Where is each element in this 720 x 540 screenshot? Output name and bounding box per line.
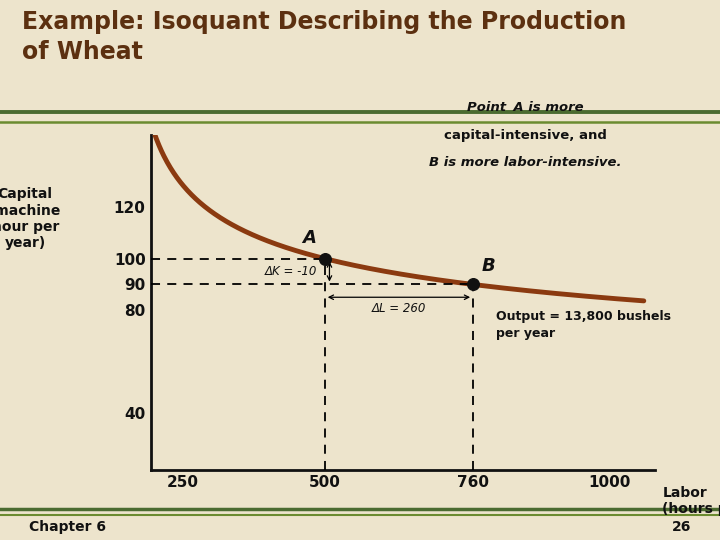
Text: 26: 26 <box>672 519 691 534</box>
Text: ΔL = 260: ΔL = 260 <box>372 302 426 315</box>
Text: A: A <box>302 229 316 247</box>
Text: ΔK = -10: ΔK = -10 <box>265 265 318 278</box>
Text: Labor
(hours per year): Labor (hours per year) <box>662 486 720 516</box>
Point <box>467 280 479 289</box>
Text: Example: Isoquant Describing the Production
of Wheat: Example: Isoquant Describing the Product… <box>22 10 626 64</box>
Text: B is more labor-intensive.: B is more labor-intensive. <box>429 156 622 168</box>
Text: B: B <box>482 258 495 275</box>
Text: capital-intensive, and: capital-intensive, and <box>444 129 607 141</box>
Point <box>319 254 330 263</box>
Text: Capital
(machine
hour per
year): Capital (machine hour per year) <box>0 187 61 250</box>
Text: Point  A is more: Point A is more <box>467 102 584 114</box>
Text: Chapter 6: Chapter 6 <box>29 519 106 534</box>
Text: Output = 13,800 bushels
per year: Output = 13,800 bushels per year <box>496 310 671 340</box>
